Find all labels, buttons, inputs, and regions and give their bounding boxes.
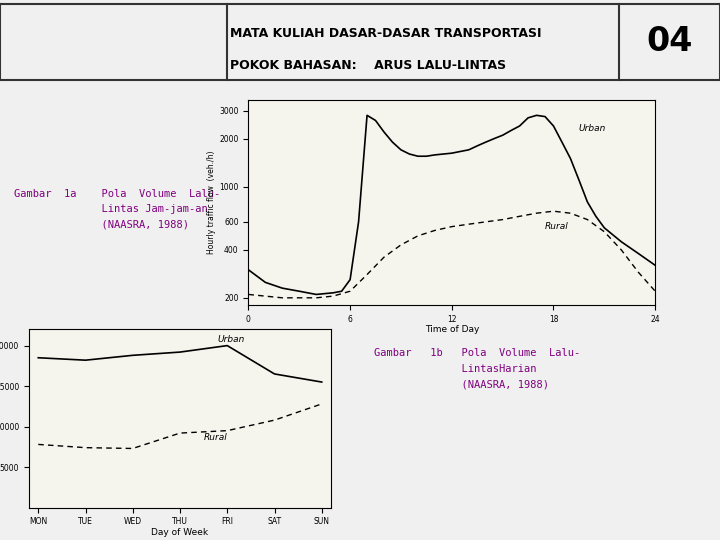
Text: Gambar   1b   Pola  Volume  Lalu-
              LintasHarian
              (NAAS: Gambar 1b Pola Volume Lalu- LintasHarian…: [374, 348, 580, 389]
Text: Urban: Urban: [217, 335, 246, 343]
Text: POKOK BAHASAN:    ARUS LALU-LINTAS: POKOK BAHASAN: ARUS LALU-LINTAS: [230, 58, 507, 72]
Text: Urban: Urban: [579, 124, 606, 133]
Text: Gambar  1a    Pola  Volume  Lalu-
              Lintas Jam-jam-an
              : Gambar 1a Pola Volume Lalu- Lintas Jam-j…: [14, 188, 220, 230]
Text: Rural: Rural: [204, 433, 228, 442]
Text: 04: 04: [647, 25, 693, 58]
X-axis label: Day of Week: Day of Week: [151, 528, 209, 537]
Text: Rural: Rural: [545, 222, 569, 231]
Y-axis label: Hourly traffic flow  (veh./h): Hourly traffic flow (veh./h): [207, 151, 217, 254]
X-axis label: Time of Day: Time of Day: [425, 325, 479, 334]
Text: MATA KULIAH DASAR-DASAR TRANSPORTASI: MATA KULIAH DASAR-DASAR TRANSPORTASI: [230, 27, 542, 40]
